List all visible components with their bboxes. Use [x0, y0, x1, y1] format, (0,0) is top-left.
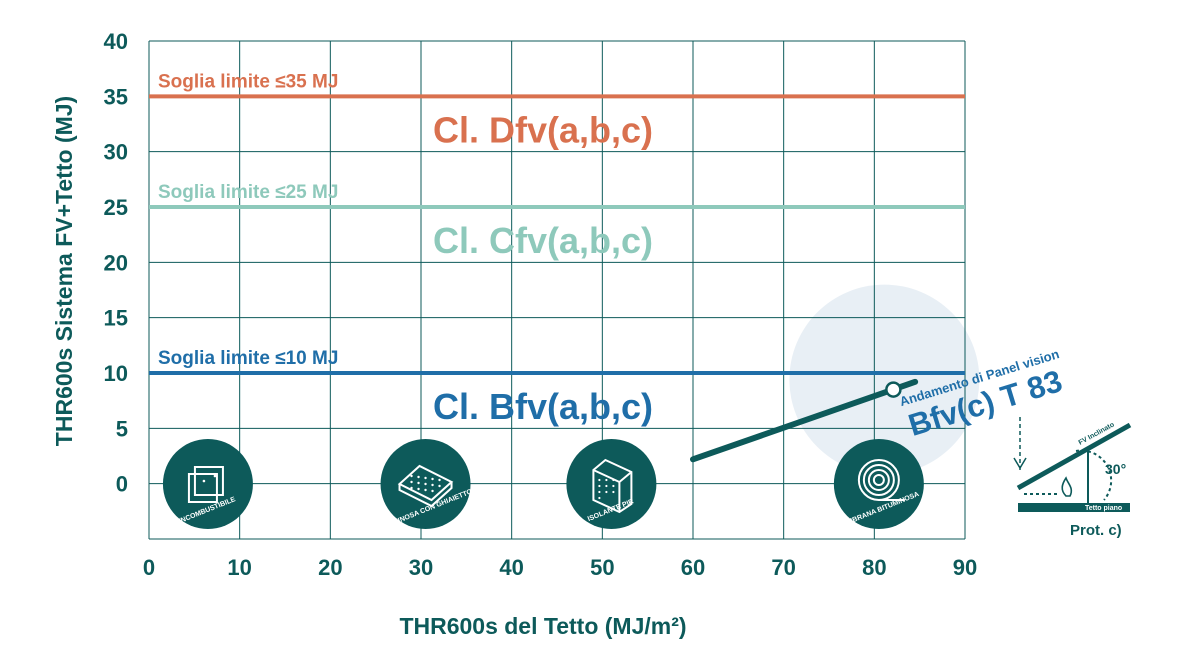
x-tick-labels: 0 10 20 30 40 50 60 70 80 90: [143, 555, 977, 580]
x-tick-label: 30: [409, 555, 433, 580]
inset-diagram: FV Inclinato 30° Tetto piano Prot. c): [1013, 415, 1132, 539]
series-line: [690, 378, 919, 463]
insulation-block-icon: ISOLANTE PIR: [566, 439, 657, 529]
y-tick-label: 40: [104, 29, 128, 54]
flame-icon: [1061, 476, 1073, 497]
highlight-halo: [789, 284, 980, 475]
y-tick-label: 10: [104, 361, 128, 386]
y-tick-label: 5: [116, 416, 128, 441]
x-tick-label: 10: [227, 555, 251, 580]
x-tick-label: 70: [771, 555, 795, 580]
grid: [148, 40, 966, 540]
threshold-label: Soglia limite ≤25 MJ: [158, 182, 338, 203]
roof-type-icons: INCOMBUSTIBILE BITUMINOSA CON GHIAIETTO IS…: [162, 439, 924, 533]
threshold-lines: Soglia limite ≤35 MJ Cl. Dfv(a,b,c) Soglia…: [149, 71, 965, 427]
x-tick-label: 40: [499, 555, 523, 580]
inset-angle-arc: [1075, 449, 1113, 501]
y-tick-labels: 40 35 30 25 20 15 10 5 0: [104, 29, 128, 497]
y-tick-label: 0: [116, 472, 128, 497]
x-axis-title: THR600s del Tetto (MJ/m²): [399, 613, 686, 639]
y-tick-label: 25: [104, 195, 128, 220]
inset-roof: [1018, 503, 1130, 512]
membrane-roll-icon: MEMBRANA BITUMINOSA: [833, 439, 924, 530]
x-tick-label: 50: [590, 555, 614, 580]
inset-arrow-icon: [1013, 457, 1027, 470]
y-tick-label: 35: [104, 84, 128, 109]
y-tick-label: 30: [104, 140, 128, 165]
class-label: Cl. Dfv(a,b,c): [433, 109, 653, 150]
inset-angle-label: 30°: [1105, 461, 1126, 477]
inset-caption: Prot. c): [1070, 522, 1122, 539]
highlight-point: [885, 381, 902, 398]
x-tick-label: 60: [681, 555, 705, 580]
series-panel-vision: [690, 378, 919, 463]
y-axis-title: THR600s Sistema FV+Tetto (MJ): [51, 96, 77, 446]
inset-pv-panel: [1016, 422, 1132, 491]
threshold-label: Soglia limite ≤35 MJ: [158, 71, 338, 92]
x-tick-label: 0: [143, 555, 155, 580]
x-tick-label: 90: [953, 555, 977, 580]
x-tick-label: 20: [318, 555, 342, 580]
y-tick-label: 20: [104, 250, 128, 275]
threshold-label: Soglia limite ≤10 MJ: [158, 348, 338, 369]
class-label: Cl. Cfv(a,b,c): [433, 220, 653, 261]
class-label: Cl. Bfv(a,b,c): [433, 386, 653, 427]
x-tick-label: 80: [862, 555, 886, 580]
board-icon: INCOMBUSTIBILE: [162, 439, 253, 529]
inset-roof-label: Tetto piano: [1085, 505, 1122, 512]
gravel-slab-icon: BITUMINOSA CON GHIAIETTO: [377, 439, 474, 533]
y-tick-label: 15: [104, 306, 128, 331]
